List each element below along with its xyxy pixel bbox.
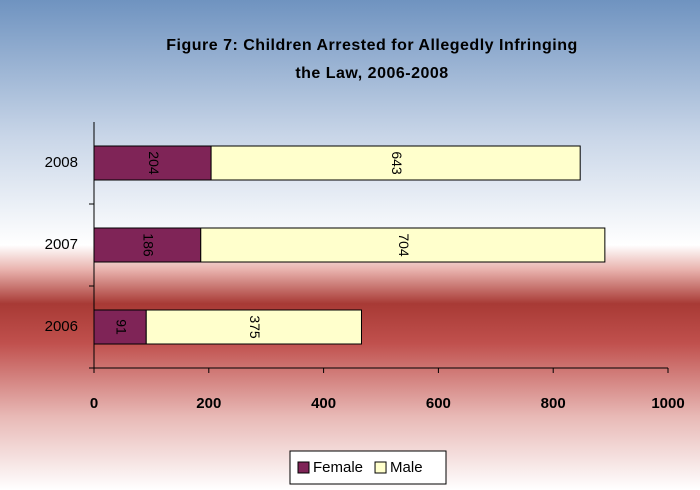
legend-box [289,450,447,485]
y-tick-label: 2008 [45,154,78,171]
legend-label: Female [313,459,363,476]
data-label: 91 [113,319,129,335]
data-label: 375 [247,315,263,339]
y-tick-label: 2006 [45,318,78,335]
data-label: 186 [141,233,157,257]
y-tick-label: 2007 [45,236,78,253]
data-label: 204 [146,151,162,175]
chart-title: Figure 7: Children Arrested for Allegedl… [166,37,578,54]
chart-title: the Law, 2006-2008 [295,65,448,82]
bar-segment [210,145,581,181]
x-tick-label: 600 [426,395,451,412]
x-tick-label: 800 [541,395,566,412]
x-tick-label: 1000 [651,395,684,412]
bar-segment [200,227,606,263]
data-label: 643 [389,151,405,175]
legend-label: Male [390,459,423,476]
x-tick-label: 400 [311,395,336,412]
data-label: 704 [396,233,412,257]
x-tick-label: 200 [196,395,221,412]
legend-swatch [297,461,310,474]
legend-swatch [374,461,387,474]
bar-segment [145,309,362,345]
x-tick-label: 0 [90,395,98,412]
bar-segment [93,227,202,263]
bar-segment [93,145,212,181]
